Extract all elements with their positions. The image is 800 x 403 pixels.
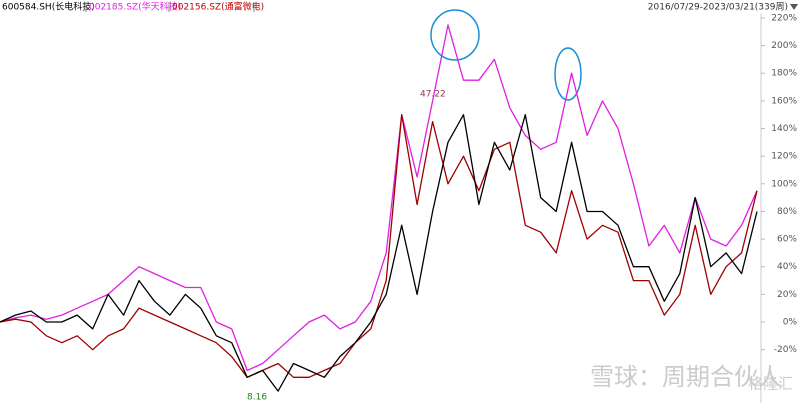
annotation: 47.22 bbox=[420, 90, 446, 100]
y-tick-label: 100% bbox=[771, 179, 797, 189]
highlight-circle bbox=[430, 9, 480, 61]
legend-entry: 600584.SH(长电科技) bbox=[2, 1, 95, 13]
y-tick-label: -20% bbox=[774, 345, 798, 355]
highlight-circle bbox=[554, 47, 582, 101]
y-tick-label: 200% bbox=[771, 41, 797, 51]
y-tick-label: 180% bbox=[771, 69, 797, 79]
legend-entry: 002156.SZ(通富微电) bbox=[172, 1, 264, 13]
y-tick-label: 120% bbox=[771, 152, 797, 162]
watermark: 雪球：周期合伙人 bbox=[590, 363, 782, 391]
annotation: 8.16 bbox=[247, 393, 267, 403]
y-tick-label: 160% bbox=[771, 96, 797, 106]
watermark: 格隆汇 bbox=[748, 375, 793, 393]
y-tick-label: 40% bbox=[777, 262, 797, 272]
y-tick-label: 140% bbox=[771, 124, 797, 134]
period: 2016/07/29-2023/03/21(339周) bbox=[648, 2, 788, 13]
series-line bbox=[0, 114, 758, 392]
y-tick-label: 0% bbox=[783, 318, 798, 328]
y-tick-label: 20% bbox=[777, 290, 797, 300]
series-line bbox=[0, 114, 758, 378]
legend-entry: 002185.SZ(华天科技) bbox=[89, 1, 181, 13]
y-tick-label: 80% bbox=[777, 207, 797, 217]
dropdown-icon bbox=[790, 4, 798, 10]
y-tick-label: 60% bbox=[777, 235, 797, 245]
y-tick-label: 220% bbox=[771, 13, 797, 23]
series-line bbox=[0, 24, 758, 372]
